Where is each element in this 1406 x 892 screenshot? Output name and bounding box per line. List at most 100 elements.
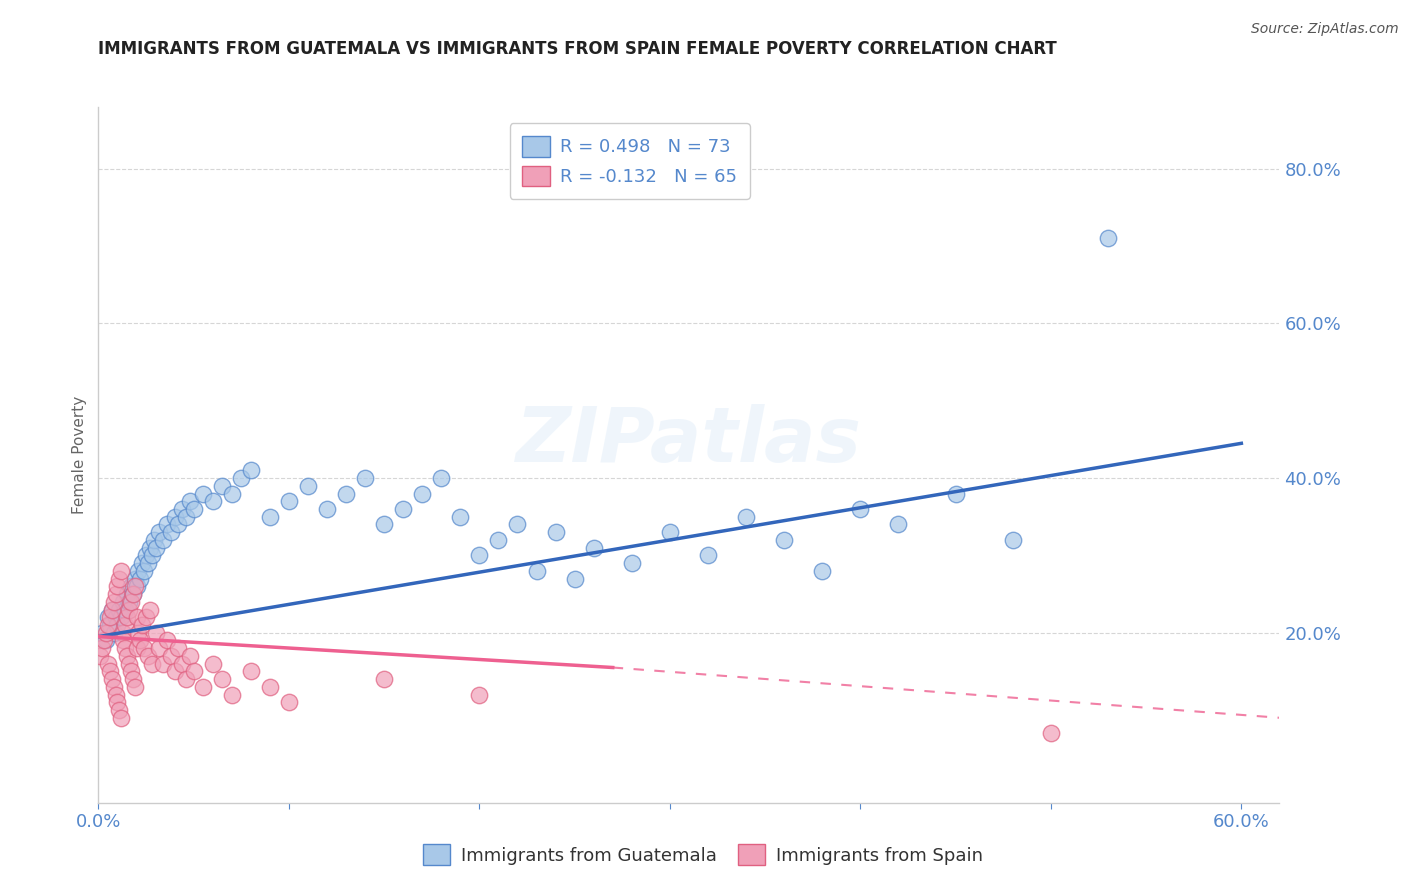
Point	[97, 657, 120, 671]
Point	[107, 579, 129, 593]
Point	[114, 602, 136, 616]
Point	[148, 641, 170, 656]
Point	[127, 564, 149, 578]
Point	[172, 502, 194, 516]
Point	[107, 695, 129, 709]
Point	[506, 517, 529, 532]
Point	[152, 657, 174, 671]
Point	[167, 641, 190, 656]
Point	[112, 595, 135, 609]
Point	[392, 502, 415, 516]
Point	[887, 517, 910, 532]
Point	[156, 517, 179, 532]
Point	[97, 610, 120, 624]
Point	[139, 602, 162, 616]
Point	[118, 595, 141, 609]
Point	[172, 657, 194, 671]
Point	[526, 564, 548, 578]
Point	[125, 610, 148, 624]
Point	[167, 517, 190, 532]
Point	[183, 502, 205, 516]
Point	[98, 618, 121, 632]
Point	[163, 665, 186, 679]
Point	[131, 556, 153, 570]
Point	[1097, 231, 1119, 245]
Point	[193, 486, 215, 500]
Point	[145, 541, 167, 555]
Point	[114, 618, 136, 632]
Point	[658, 525, 681, 540]
Point	[277, 494, 299, 508]
Point	[449, 509, 471, 524]
Point	[125, 579, 148, 593]
Point	[125, 641, 148, 656]
Point	[201, 494, 224, 508]
Point	[89, 648, 111, 663]
Point	[108, 703, 131, 717]
Point	[201, 657, 224, 671]
Point	[104, 688, 127, 702]
Point	[849, 502, 872, 516]
Point	[811, 564, 834, 578]
Point	[221, 688, 243, 702]
Point	[100, 672, 122, 686]
Point	[211, 479, 233, 493]
Point	[129, 572, 152, 586]
Point	[118, 657, 141, 671]
Point	[239, 665, 262, 679]
Point	[468, 549, 491, 563]
Point	[104, 587, 127, 601]
Point	[103, 595, 125, 609]
Point	[142, 533, 165, 547]
Point	[174, 672, 197, 686]
Point	[110, 610, 132, 624]
Point	[544, 525, 567, 540]
Point	[259, 509, 281, 524]
Point	[179, 494, 201, 508]
Point	[121, 587, 143, 601]
Point	[468, 688, 491, 702]
Point	[108, 572, 131, 586]
Point	[183, 665, 205, 679]
Point	[91, 625, 114, 640]
Legend: R = 0.498   N = 73, R = -0.132   N = 65: R = 0.498 N = 73, R = -0.132 N = 65	[510, 123, 749, 199]
Point	[259, 680, 281, 694]
Text: ZIPatlas: ZIPatlas	[516, 404, 862, 478]
Point	[354, 471, 377, 485]
Point	[135, 610, 157, 624]
Point	[564, 572, 586, 586]
Point	[1039, 726, 1062, 740]
Point	[373, 517, 395, 532]
Point	[94, 625, 117, 640]
Point	[159, 648, 181, 663]
Point	[145, 625, 167, 640]
Point	[136, 556, 159, 570]
Point	[115, 610, 138, 624]
Point	[430, 471, 453, 485]
Point	[94, 633, 117, 648]
Point	[159, 525, 181, 540]
Point	[335, 486, 357, 500]
Point	[103, 680, 125, 694]
Point	[108, 602, 131, 616]
Point	[134, 564, 156, 578]
Point	[120, 595, 142, 609]
Point	[110, 564, 132, 578]
Point	[112, 633, 135, 648]
Point	[120, 665, 142, 679]
Point	[488, 533, 510, 547]
Point	[221, 486, 243, 500]
Point	[163, 509, 186, 524]
Point	[114, 641, 136, 656]
Point	[124, 572, 146, 586]
Point	[103, 625, 125, 640]
Legend: Immigrants from Guatemala, Immigrants from Spain: Immigrants from Guatemala, Immigrants fr…	[413, 835, 993, 874]
Point	[193, 680, 215, 694]
Point	[110, 711, 132, 725]
Point	[697, 549, 720, 563]
Point	[129, 633, 152, 648]
Point	[104, 610, 127, 624]
Point	[121, 672, 143, 686]
Point	[100, 602, 122, 616]
Point	[277, 695, 299, 709]
